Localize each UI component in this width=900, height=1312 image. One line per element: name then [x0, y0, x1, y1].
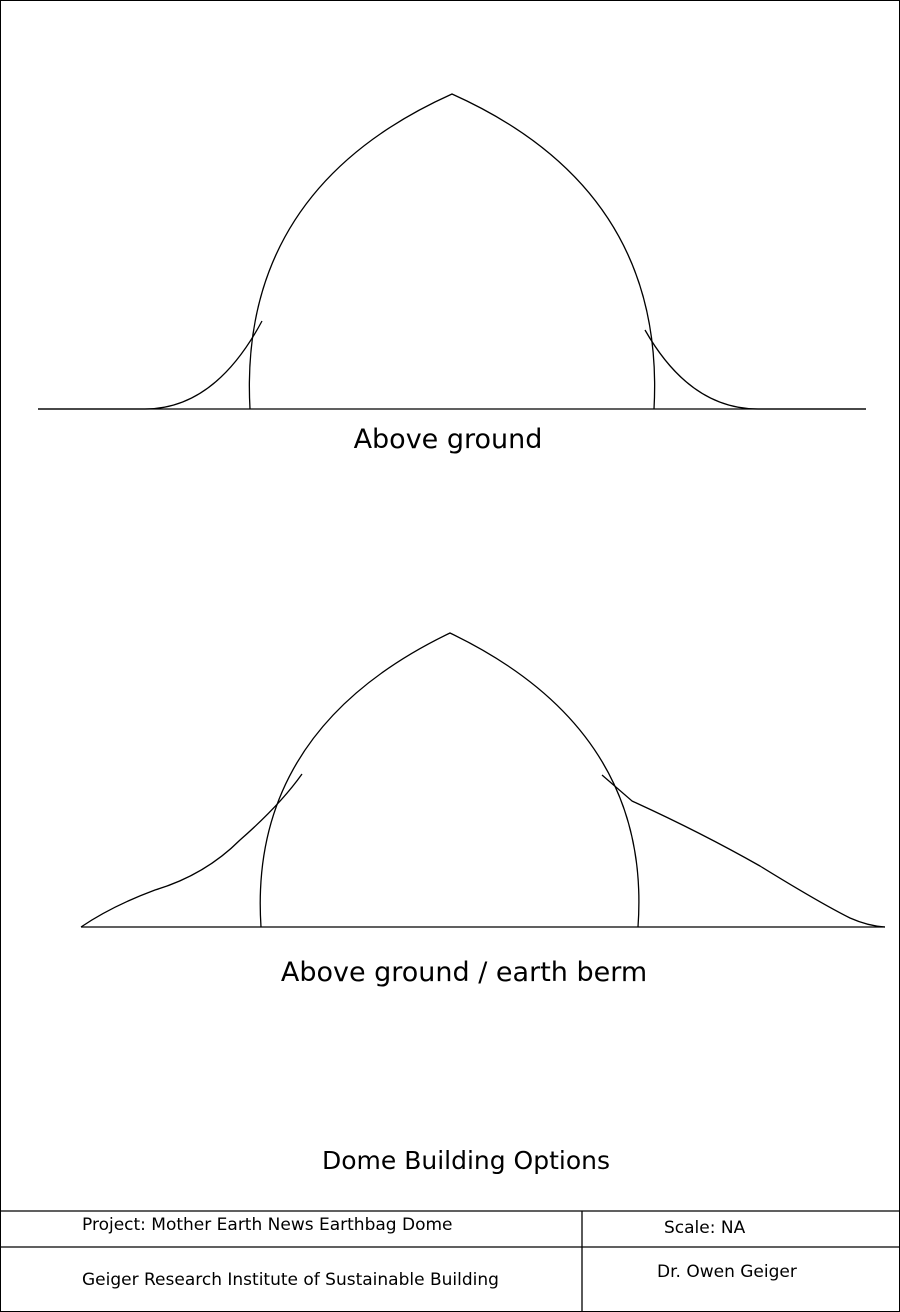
- berm-left-2: [80, 773, 303, 928]
- berm-right-2: [601, 774, 886, 928]
- above-ground-diagram: [38, 93, 866, 410]
- institute-label: Geiger Research Institute of Sustainable…: [82, 1270, 499, 1290]
- dome-outline-2: [259, 632, 640, 928]
- dome-outline: [248, 93, 656, 410]
- berm-right: [644, 329, 866, 410]
- earth-berm-diagram: [80, 632, 886, 928]
- project-label: Project: Mother Earth News Earthbag Dome: [82, 1215, 453, 1235]
- sheet-title: Dome Building Options: [321, 1146, 611, 1175]
- author-label: Dr. Owen Geiger: [657, 1262, 797, 1282]
- scale-label: Scale: NA: [664, 1218, 746, 1238]
- berm-left: [38, 320, 263, 410]
- caption-above-ground: Above ground: [353, 424, 543, 455]
- title-block-lines: [0, 1210, 900, 1312]
- caption-earth-berm: Above ground / earth berm: [280, 957, 648, 988]
